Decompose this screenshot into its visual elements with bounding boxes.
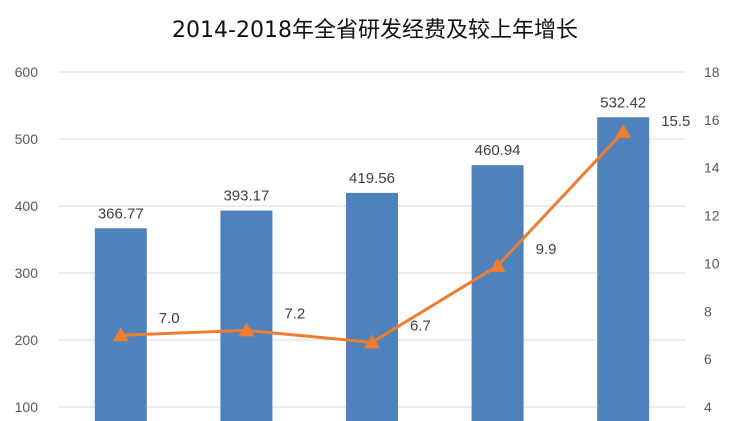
bar-value-label: 532.42	[600, 94, 646, 111]
y-right-tick-label: 10	[704, 255, 720, 271]
line-point-marker	[238, 322, 255, 337]
line-value-label: 9.9	[536, 241, 557, 258]
bar	[346, 192, 398, 421]
bar-value-label: 460.94	[475, 142, 521, 159]
bar	[597, 117, 650, 421]
y-right-tick-label: 8	[704, 303, 712, 319]
y-left-tick-label: 100	[15, 399, 39, 415]
y-right-tick-label: 4	[704, 399, 712, 415]
line-value-label: 15.5	[661, 113, 690, 130]
y-left-tick-label: 300	[15, 265, 39, 281]
y-right-tick-label: 12	[704, 208, 720, 224]
line-point-marker	[615, 123, 632, 138]
bar-value-label: 419.56	[349, 170, 395, 187]
y-left-tick-label: 500	[15, 131, 39, 147]
line-point-marker	[364, 334, 380, 349]
bar	[471, 165, 524, 421]
chart-title: 2014-2018年全省研发经费及较上年增长	[172, 18, 578, 43]
y-left-tick-label: 400	[15, 198, 39, 214]
y-left-tick-label: 200	[15, 332, 39, 348]
line-value-label: 7.0	[159, 310, 180, 327]
line-value-label: 6.7	[410, 317, 431, 334]
line-value-label: 7.2	[284, 305, 305, 322]
bar	[220, 210, 273, 421]
y-left-tick-label: 600	[15, 64, 39, 80]
y-right-tick-label: 16	[704, 112, 720, 128]
bar-value-label: 393.17	[223, 188, 269, 205]
line-point-marker	[112, 327, 129, 342]
y-right-tick-label: 14	[704, 160, 720, 176]
bar	[94, 228, 147, 421]
y-right-tick-label: 18	[704, 64, 720, 80]
line-point-marker	[489, 257, 506, 272]
bar-value-label: 366.77	[98, 205, 144, 222]
y-right-tick-label: 6	[704, 351, 712, 367]
